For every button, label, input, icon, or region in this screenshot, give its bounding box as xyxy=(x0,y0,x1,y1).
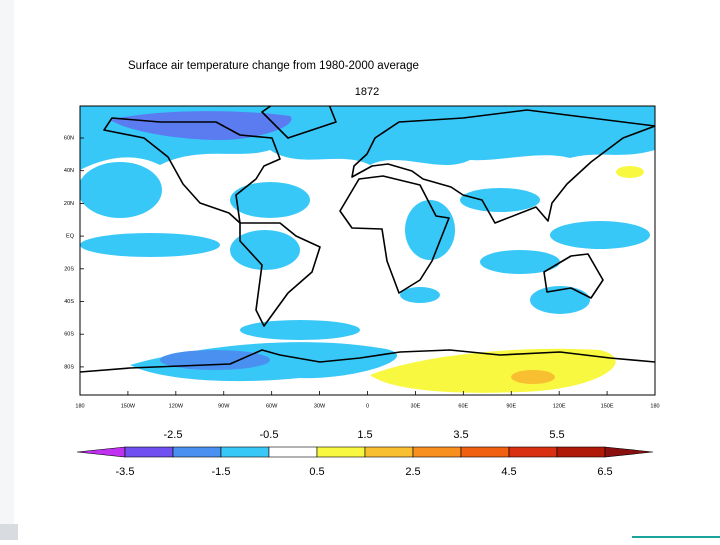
anomaly-patch xyxy=(550,221,650,249)
anomaly-patch xyxy=(405,200,455,260)
coastline xyxy=(339,175,450,294)
coastline xyxy=(80,349,655,373)
colorbar-label: 2.5 xyxy=(405,466,420,478)
colorbar-box xyxy=(508,446,558,458)
anomaly-patch xyxy=(80,233,220,257)
longitude-label: 150W xyxy=(121,403,136,409)
longitude-label: 0 xyxy=(366,403,369,409)
side-strip xyxy=(0,0,14,540)
colorbar-label: 5.5 xyxy=(549,429,564,441)
colorbar-box xyxy=(316,446,366,458)
colorbar-box xyxy=(364,446,414,458)
anomaly-patch xyxy=(230,230,300,270)
map-subtitle: 1872 xyxy=(355,86,379,98)
colorbar-triangle xyxy=(604,446,654,458)
coastline xyxy=(543,253,604,299)
longitude-label: 180 xyxy=(75,403,84,409)
latitude-label: 20N xyxy=(64,201,74,207)
longitude-label: 150E xyxy=(601,403,614,409)
colorbar-box xyxy=(268,446,318,458)
longitude-label: 90W xyxy=(218,403,230,409)
coastline xyxy=(261,106,337,139)
longitude-axis: 180 150W 120W 90W 60W 30W 0 30E 60E 90E 120E 150E 18… xyxy=(75,391,660,409)
anomaly-patch xyxy=(460,188,540,212)
longitude-label: 180 xyxy=(650,403,659,409)
anomaly-patch xyxy=(230,182,310,218)
coastline xyxy=(103,117,281,224)
colorbar-label: -0.5 xyxy=(260,429,279,441)
anomaly-patch xyxy=(480,250,560,274)
colorbar-label: 1.5 xyxy=(357,429,372,441)
colorbar-label: -1.5 xyxy=(212,466,231,478)
coastline xyxy=(239,222,321,327)
longitude-label: 30E xyxy=(411,403,421,409)
longitude-label: 60E xyxy=(458,403,468,409)
longitude-label: 120E xyxy=(553,403,566,409)
longitude-label: 60W xyxy=(266,403,278,409)
latitude-label: 20S xyxy=(64,266,74,272)
anomaly-patch xyxy=(80,162,162,218)
footer-block xyxy=(0,524,18,540)
latitude-axis: 60N 40N 20N EQ 20S 40S 60S 80S xyxy=(64,135,84,370)
anomaly-patch xyxy=(530,286,590,314)
colorbar-label: -3.5 xyxy=(116,466,135,478)
map-field xyxy=(80,106,655,395)
colorbar-box xyxy=(556,446,606,458)
longitude-label: 90E xyxy=(506,403,516,409)
colorbar-label: -2.5 xyxy=(164,429,183,441)
colorbar-label: 3.5 xyxy=(453,429,468,441)
map-title: Surface air temperature change from 1980… xyxy=(128,60,419,72)
warm-anomaly xyxy=(370,348,616,393)
latitude-label: 80S xyxy=(64,364,74,370)
latitude-label: 60N xyxy=(64,135,74,141)
warm-anomaly xyxy=(511,370,555,384)
anomaly-patch xyxy=(400,287,440,303)
latitude-label: EQ xyxy=(66,234,75,240)
coastline xyxy=(351,109,655,224)
colorbar-box xyxy=(172,446,222,458)
colorbar-label: 4.5 xyxy=(501,466,516,478)
colorbar-label: 6.5 xyxy=(597,466,612,478)
cold-anomaly xyxy=(110,111,292,140)
anomaly-patch xyxy=(240,320,360,340)
warm-anomaly xyxy=(616,166,644,178)
latitude-label: 60S xyxy=(64,332,74,338)
latitude-label: 40S xyxy=(64,299,74,305)
latitude-label: 40N xyxy=(64,168,74,174)
colorbar: -3.5 -2.5 -1.5 -0.5 0.5 1.5 2.5 3.5 4.5 5.5 6.5 xyxy=(76,429,654,478)
longitude-label: 120W xyxy=(169,403,184,409)
colorbar-label: 0.5 xyxy=(309,466,324,478)
longitude-label: 30W xyxy=(314,403,326,409)
colorbar-box xyxy=(124,446,174,458)
colorbar-box xyxy=(460,446,510,458)
colorbar-box xyxy=(220,446,270,458)
colorbar-box xyxy=(412,446,462,458)
